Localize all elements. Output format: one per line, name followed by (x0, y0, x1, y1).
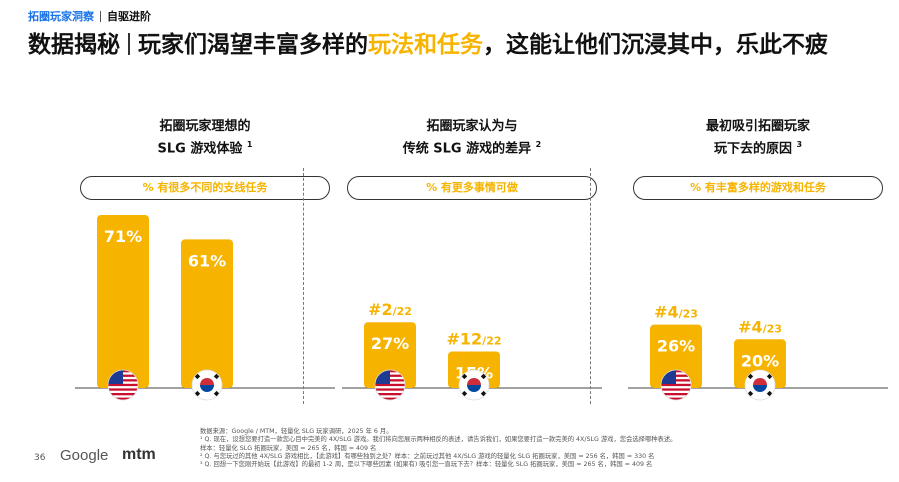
flag-stripe (108, 383, 138, 387)
mtm-logo: mtm (122, 446, 156, 463)
bar-chart-2: 27%#2/2215%#12/22 (342, 300, 602, 401)
metric-pill: % 有更多事情可做 (347, 176, 597, 200)
page-number: 36 (34, 453, 46, 463)
us-flag-icon (107, 369, 139, 401)
panel-divider-1 (303, 168, 304, 404)
data-label: 71% (104, 227, 142, 246)
rank-label: #12/22 (447, 329, 502, 348)
flag-ring (458, 369, 490, 401)
bar (97, 215, 149, 388)
source-footnotes: 数据来源：Google / MTM，轻量化 SLG 玩家调研，2025 年 6 … (200, 428, 890, 469)
page-headline: 数据揭秘 玩家们渴望丰富多样的玩法和任务，这能让他们沉浸其中，乐此不疲 (28, 30, 878, 60)
footnote-ref: 2 (535, 140, 542, 149)
kr-flag-icon (744, 369, 776, 401)
chart-panel-2: 拓圈玩家认为与 传统 SLG 游戏的差异 2 % 有更多事情可做 27% #2/2… (342, 118, 602, 408)
flag-stripe (375, 383, 405, 387)
footnote-2: ² Q. 与您玩过的其他 4X/SLG 游戏相比，【此游戏】有哪些独到之处？样本… (200, 452, 655, 460)
chart-panel-1: 拓圈玩家理想的 SLG 游戏体验 1 % 有很多不同的支线任务 71% 61% (75, 118, 335, 408)
flag-stripe (661, 397, 691, 400)
flag-stripe (661, 388, 691, 391)
panel-divider-2 (590, 168, 591, 404)
flag-stripe (661, 393, 691, 396)
topic-tag: 拓圈玩家洞察 (28, 10, 94, 23)
rank-label: #4/23 (654, 303, 698, 322)
section-label: 自驱进阶 (107, 10, 151, 23)
rank-number: #12 (447, 329, 483, 348)
flag-body (375, 370, 405, 400)
kr-flag-icon (458, 369, 490, 401)
flag-taeguk-top (467, 378, 481, 385)
panel-title: 拓圈玩家理想的 SLG 游戏体验 1 (75, 118, 335, 158)
flag-stripe (661, 383, 691, 387)
panel-title-line2: 传统 SLG 游戏的差异 (402, 141, 532, 157)
flag-taeguk-bottom (753, 385, 767, 392)
rank-total: /23 (679, 308, 698, 321)
rank-label: #2/22 (368, 300, 412, 319)
flag-stripe (108, 393, 138, 396)
flag-ring (374, 369, 406, 401)
breadcrumb-divider (100, 10, 101, 22)
top-breadcrumb: 拓圈玩家洞察 自驱进阶 (28, 8, 151, 24)
bar-chart-1: 71% 61% (75, 215, 335, 401)
flag-ring (107, 369, 139, 401)
flag-stripe (375, 397, 405, 400)
flag-stripe (375, 388, 405, 391)
flag-stripe (375, 393, 405, 396)
data-label: 26% (657, 337, 695, 356)
flag-body (661, 370, 691, 400)
data-label: 61% (188, 251, 226, 270)
bar-chart-3: 26% #4/23 20% #4/23 (628, 303, 888, 401)
rank-number: #4 (738, 317, 763, 336)
google-logo: Google (60, 447, 109, 464)
rank-total: /23 (763, 322, 782, 335)
headline-body: 玩家们渴望丰富多样的 (138, 32, 368, 58)
rank-number: #2 (368, 300, 393, 319)
metric-pill: % 有很多不同的支线任务 (80, 176, 330, 200)
flag-taeguk-top (200, 378, 214, 385)
data-label: 27% (371, 334, 409, 353)
headline-tail: ，这能让他们沉浸其中，乐此不疲 (483, 32, 828, 58)
chart-panel-3: 最初吸引拓圈玩家 玩下去的原因 3 % 有丰富多样的游戏和任务 26% #4/23… (628, 118, 888, 408)
panel-title: 最初吸引拓圈玩家 玩下去的原因 3 (628, 118, 888, 158)
panel-title-line1: 拓圈玩家认为与 (426, 119, 518, 134)
kr-flag-icon (191, 369, 223, 401)
panel-title-line1: 最初吸引拓圈玩家 (705, 119, 810, 134)
bar (734, 339, 786, 388)
headline-lead: 数据揭秘 (28, 32, 120, 58)
rank-number: #4 (654, 303, 679, 322)
us-flag-icon (660, 369, 692, 401)
flag-ring (660, 369, 692, 401)
flag-stripe (108, 388, 138, 391)
flag-stripe (108, 397, 138, 400)
rank-total: /22 (393, 305, 412, 318)
rank-total: /22 (482, 334, 501, 347)
panel-title-line1: 拓圈玩家理想的 (159, 119, 251, 134)
rank-label: #4/23 (738, 317, 782, 336)
bar (650, 324, 702, 388)
footnote-1: ¹ Q. 现在，设想您要打造一款您心目中完美的 4X/SLG 游戏。我们将向您展… (200, 436, 677, 444)
panel-title: 拓圈玩家认为与 传统 SLG 游戏的差异 2 (342, 118, 602, 158)
source-line: 数据来源：Google / MTM，轻量化 SLG 玩家调研，2025 年 6 … (200, 428, 393, 435)
flag-taeguk-bottom (200, 385, 214, 392)
flag-body (745, 370, 775, 400)
headline-highlight: 玩法和任务 (368, 32, 483, 58)
bar (181, 239, 233, 388)
headline-divider (128, 33, 130, 55)
flag-taeguk-top (753, 378, 767, 385)
panel-title-line2: 玩下去的原因 (713, 141, 792, 157)
panel-title-line2: SLG 游戏体验 (157, 141, 243, 157)
footnote-1-sample: 样本：轻量化 SLG 拓圈玩家，美国 = 265 名，韩国 = 409 名 (200, 444, 377, 452)
footnote-ref: 1 (246, 140, 253, 149)
flag-ring (191, 369, 223, 401)
data-label: 20% (741, 351, 779, 370)
flag-body (459, 370, 489, 400)
footnote-ref: 3 (796, 140, 803, 149)
us-flag-icon (374, 369, 406, 401)
bar (364, 322, 416, 388)
footnote-3: ³ Q. 回想一下您刚开始玩【此游戏】的最初 1-2 周，是以下哪些因素 (如果… (200, 461, 653, 469)
metric-pill: % 有丰富多样的游戏和任务 (633, 176, 883, 200)
flag-ring (744, 369, 776, 401)
flag-taeguk-bottom (467, 385, 481, 392)
